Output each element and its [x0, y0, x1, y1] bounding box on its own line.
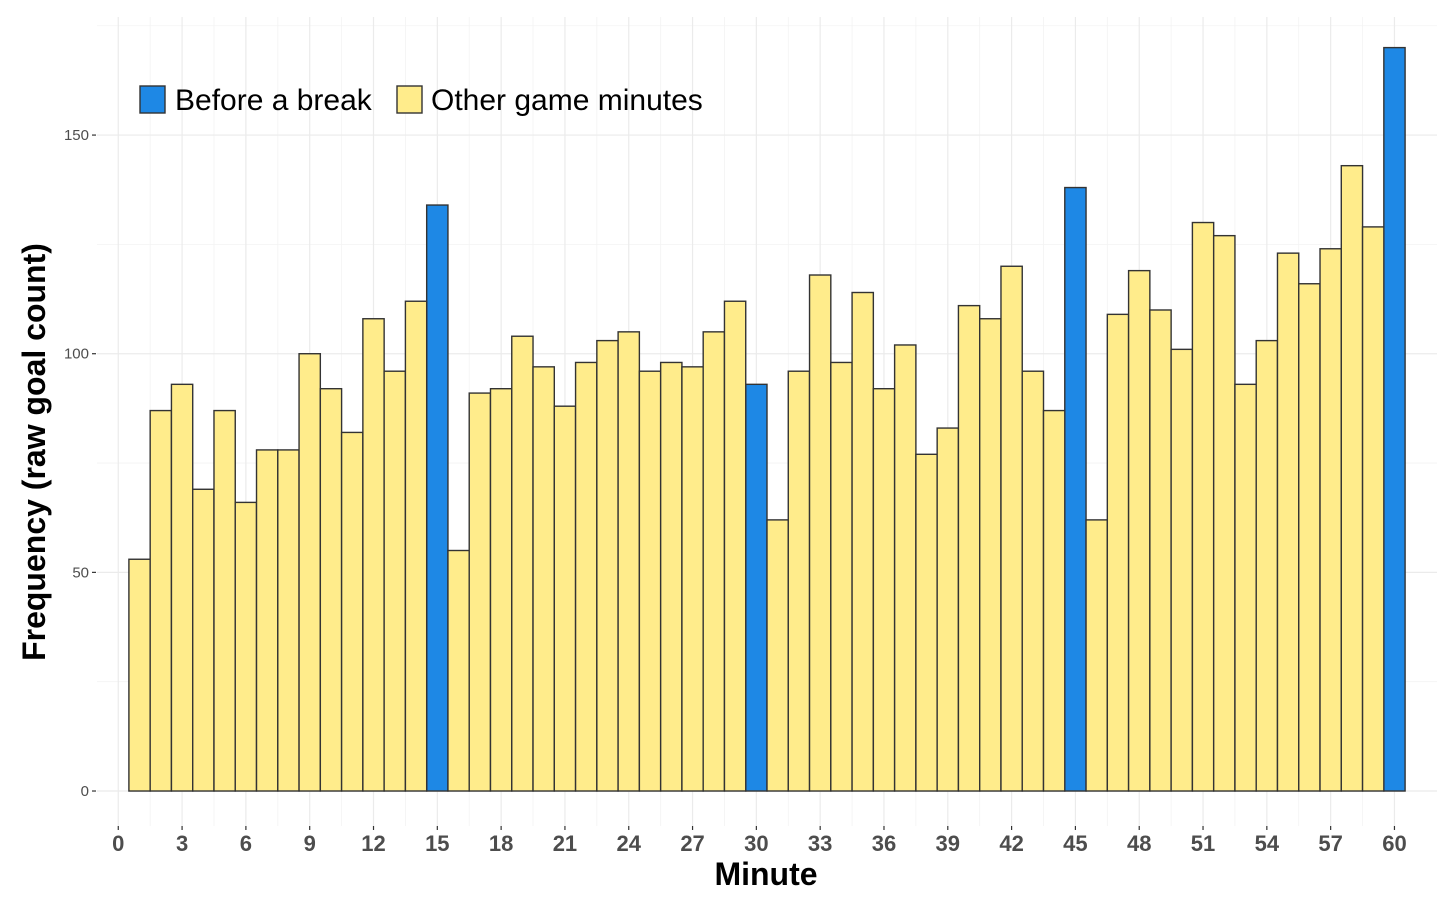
bar-minute-49 — [1149, 309, 1172, 792]
legend-label-other-minutes: Other game minutes — [431, 84, 703, 117]
bar-minute-36 — [872, 388, 896, 792]
bar-minute-50 — [1170, 348, 1194, 792]
bar-minute-27 — [681, 366, 704, 792]
bar-minute-41 — [979, 318, 1002, 792]
bar-minute-29 — [723, 300, 747, 792]
bar-minute-59 — [1361, 226, 1385, 792]
x-tick-label: 15 — [425, 831, 449, 856]
x-tick-label: 30 — [744, 831, 768, 856]
bar-before-break-60 — [1383, 46, 1406, 792]
bar-minute-34 — [830, 361, 853, 792]
bar-minute-25 — [638, 370, 662, 792]
bar-minute-37 — [893, 344, 917, 792]
bar-minute-12 — [362, 318, 385, 792]
bar-minute-24 — [617, 331, 641, 792]
x-tick-label: 57 — [1318, 831, 1342, 856]
bar-minute-55 — [1276, 252, 1300, 792]
x-tick-label: 45 — [1063, 831, 1087, 856]
y-axis-title: Frequency (raw goal count) — [16, 243, 52, 661]
bar-minute-52 — [1212, 234, 1236, 792]
bar-minute-19 — [511, 335, 534, 792]
bar-minute-23 — [596, 339, 619, 792]
bar-before-break-45 — [1064, 186, 1087, 792]
bar-minute-40 — [957, 304, 981, 792]
x-tick-label: 9 — [304, 831, 316, 856]
bar-minute-38 — [915, 453, 938, 792]
bar-minute-32 — [787, 370, 811, 792]
bar-minute-6 — [234, 501, 258, 792]
bar-minute-51 — [1191, 221, 1215, 792]
bar-minute-33 — [808, 274, 832, 792]
bar-minute-3 — [170, 383, 194, 792]
bar-minute-56 — [1298, 283, 1321, 792]
bar-minute-54 — [1255, 339, 1279, 792]
x-tick-label: 27 — [680, 831, 704, 856]
bar-minute-5 — [213, 409, 236, 792]
bar-minute-21 — [553, 405, 577, 792]
bar-minute-39 — [936, 427, 960, 792]
bar-minute-11 — [340, 431, 364, 792]
bar-minute-47 — [1106, 313, 1130, 792]
x-tick-label: 21 — [553, 831, 577, 856]
y-tick-label: 0 — [81, 783, 89, 800]
bar-minute-44 — [1042, 409, 1066, 792]
bar-minute-31 — [766, 519, 789, 792]
bar-minute-10 — [319, 388, 343, 792]
x-tick-label: 39 — [936, 831, 960, 856]
y-tick-label: 50 — [72, 564, 89, 581]
bar-minute-9 — [298, 353, 322, 792]
bar-minute-26 — [659, 361, 683, 792]
x-axis: 0 3 6 9 12 15 18 21 24 27 30 33 36 39 42 45 48 51 54 57 60 — [112, 826, 1407, 856]
bar-minute-14 — [404, 300, 428, 792]
legend: Before a break Other game minutes — [139, 84, 703, 117]
bar-minute-1 — [128, 558, 151, 792]
x-tick-label: 54 — [1255, 831, 1280, 856]
x-tick-label: 60 — [1382, 831, 1406, 856]
x-tick-label: 6 — [240, 831, 252, 856]
bar-minute-8 — [277, 449, 300, 792]
x-tick-label: 33 — [808, 831, 832, 856]
y-axis: 0 50 100 150 — [64, 127, 96, 800]
bar-minute-48 — [1127, 269, 1151, 792]
x-tick-label: 36 — [872, 831, 896, 856]
bars-group — [128, 46, 1406, 792]
x-tick-label: 18 — [489, 831, 513, 856]
bar-before-break-30 — [745, 383, 768, 792]
bar-minute-43 — [1021, 370, 1045, 792]
x-tick-label: 3 — [176, 831, 188, 856]
bar-minute-53 — [1234, 383, 1257, 792]
bar-minute-7 — [255, 449, 279, 792]
bar-minute-35 — [851, 291, 875, 792]
bar-minute-4 — [192, 488, 215, 792]
bar-minute-20 — [532, 366, 556, 792]
x-axis-title: Minute — [714, 856, 817, 892]
bar-minute-16 — [447, 549, 470, 792]
x-tick-label: 24 — [617, 831, 642, 856]
x-tick-label: 51 — [1191, 831, 1215, 856]
bar-minute-46 — [1085, 519, 1109, 792]
bar-minute-57 — [1319, 248, 1342, 792]
x-tick-label: 48 — [1127, 831, 1151, 856]
legend-label-before-break: Before a break — [175, 84, 373, 117]
y-tick-label: 100 — [64, 346, 89, 363]
legend-swatch-other-minutes — [396, 85, 423, 114]
bar-minute-17 — [468, 392, 492, 792]
legend-swatch-before-break — [139, 85, 166, 114]
bar-minute-58 — [1340, 164, 1364, 792]
bar-minute-13 — [383, 370, 407, 792]
x-tick-label: 0 — [112, 831, 124, 856]
bar-minute-2 — [149, 409, 173, 792]
bar-minute-18 — [489, 388, 513, 792]
bar-minute-28 — [702, 331, 726, 792]
bar-minute-42 — [1000, 265, 1023, 792]
bar-minute-22 — [574, 361, 598, 792]
bar-before-break-15 — [425, 204, 449, 792]
x-tick-label: 12 — [361, 831, 385, 856]
x-tick-label: 42 — [999, 831, 1023, 856]
y-tick-label: 150 — [64, 127, 89, 144]
